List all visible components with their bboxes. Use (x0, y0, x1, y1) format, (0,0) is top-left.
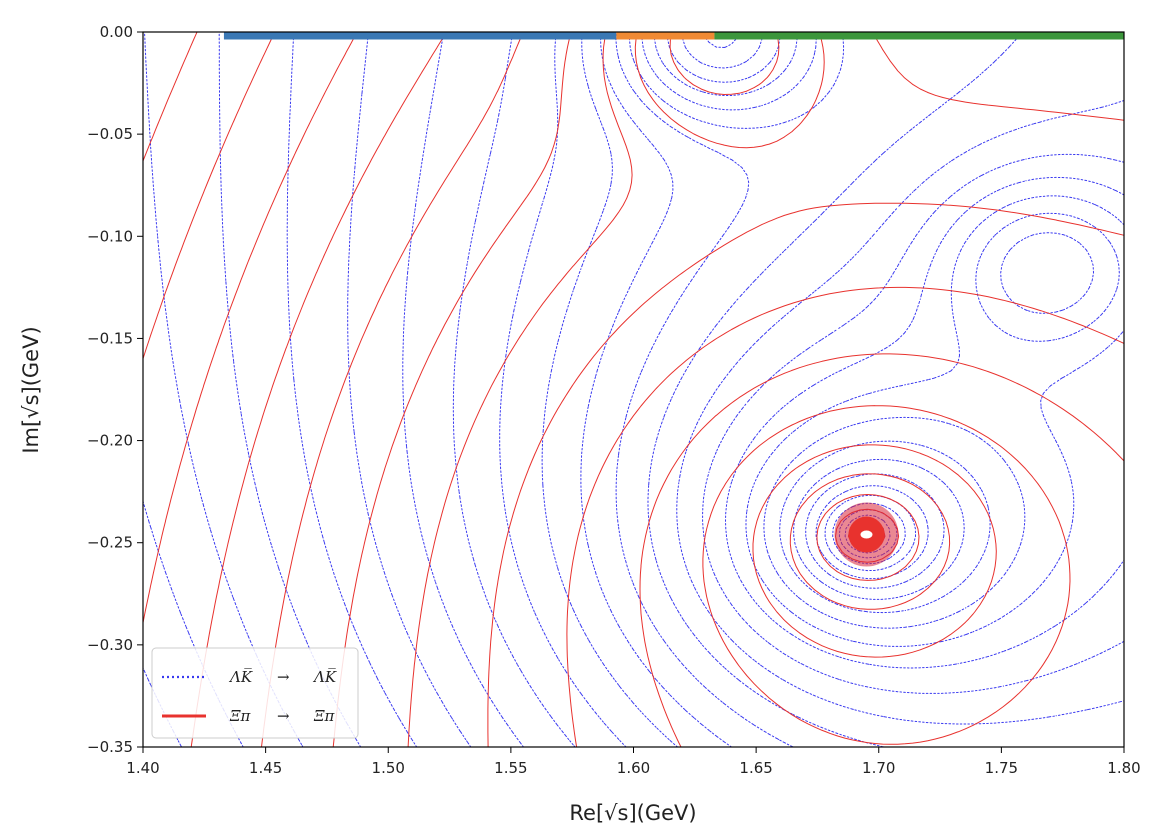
contour-dotted (629, 32, 1023, 747)
contour-solid (789, 473, 951, 610)
x-axis-label: Re[√s](GeV) (569, 801, 696, 825)
contour-solid (702, 405, 1071, 745)
contour-solid (143, 32, 198, 162)
contour-solid (816, 494, 920, 581)
contour-solid (407, 32, 1124, 747)
legend-item2-from: Ξπ (229, 707, 252, 725)
y-axis-label: Im[√s](GeV) (19, 326, 43, 453)
contour-solid (752, 444, 997, 658)
y-axis-ticks: 0.00 −0.05 −0.10 −0.15 −0.20 −0.25 −0.30 −0.35 (87, 23, 143, 756)
contour-dotted (682, 32, 1124, 647)
contour-dotted (654, 32, 1124, 694)
x-tick-label: 1.70 (862, 759, 895, 777)
contour-dotted (580, 32, 732, 747)
y-tick-label: −0.15 (87, 329, 133, 347)
contour-solid (566, 32, 1124, 747)
y-tick-label: −0.35 (87, 738, 133, 756)
x-tick-label: 1.50 (372, 759, 405, 777)
legend-item1-to: ΛK̅ (312, 667, 337, 686)
x-tick-label: 1.40 (126, 759, 159, 777)
contour-dotted (615, 32, 794, 747)
contour-dotted (641, 32, 1124, 725)
contour-dotted (452, 32, 576, 747)
contour-solid (190, 32, 447, 747)
contour-dotted (815, 485, 929, 580)
y-tick-label: 0.00 (100, 23, 133, 41)
contour-dotted (402, 32, 524, 747)
contour-dotted (805, 473, 945, 589)
contour-dotted (793, 458, 965, 600)
y-tick-label: −0.30 (87, 636, 133, 654)
contour-dotted (667, 32, 1124, 669)
legend-item2-arrow: → (277, 707, 290, 725)
contour-solid (143, 32, 276, 360)
y-tick-label: −0.25 (87, 534, 133, 552)
y-tick-label: −0.05 (87, 125, 133, 143)
contour-dotted (779, 232, 1094, 614)
contour-dotted (286, 32, 418, 747)
contour-dotted (144, 32, 304, 747)
y-tick-label: −0.20 (87, 432, 133, 450)
x-tick-label: 1.45 (249, 759, 282, 777)
legend-item1-from: ΛK̅ (228, 667, 253, 686)
contour-dotted (541, 32, 678, 747)
legend: ΛK̅ → ΛK̅ Ξπ → Ξπ (151, 647, 359, 739)
contour-solid (143, 32, 358, 624)
pole-marker (860, 530, 873, 539)
x-tick-label: 1.60 (617, 759, 650, 777)
contour-dotted (218, 32, 362, 747)
y-tick-label: −0.10 (87, 227, 133, 245)
contour-dotted (824, 494, 916, 572)
contour-solid (639, 353, 1124, 747)
contour-solid (487, 32, 1124, 747)
legend-item1-arrow: → (277, 668, 290, 686)
x-axis-ticks: 1.40 1.45 1.50 1.55 1.60 1.65 1.70 1.75 1.80 (126, 747, 1141, 777)
contour-dotted (705, 32, 1120, 629)
x-tick-label: 1.65 (739, 759, 772, 777)
contour-dotted (347, 32, 472, 747)
contour-lines (143, 32, 1124, 747)
contour-solid (261, 32, 524, 747)
x-tick-label: 1.80 (1107, 759, 1140, 777)
x-tick-label: 1.75 (985, 759, 1018, 777)
contour-solid (332, 32, 572, 747)
legend-item2-to: Ξπ (313, 707, 336, 725)
plot-frame (142, 31, 1125, 748)
x-tick-label: 1.55 (494, 759, 527, 777)
contour-dotted (499, 32, 627, 747)
